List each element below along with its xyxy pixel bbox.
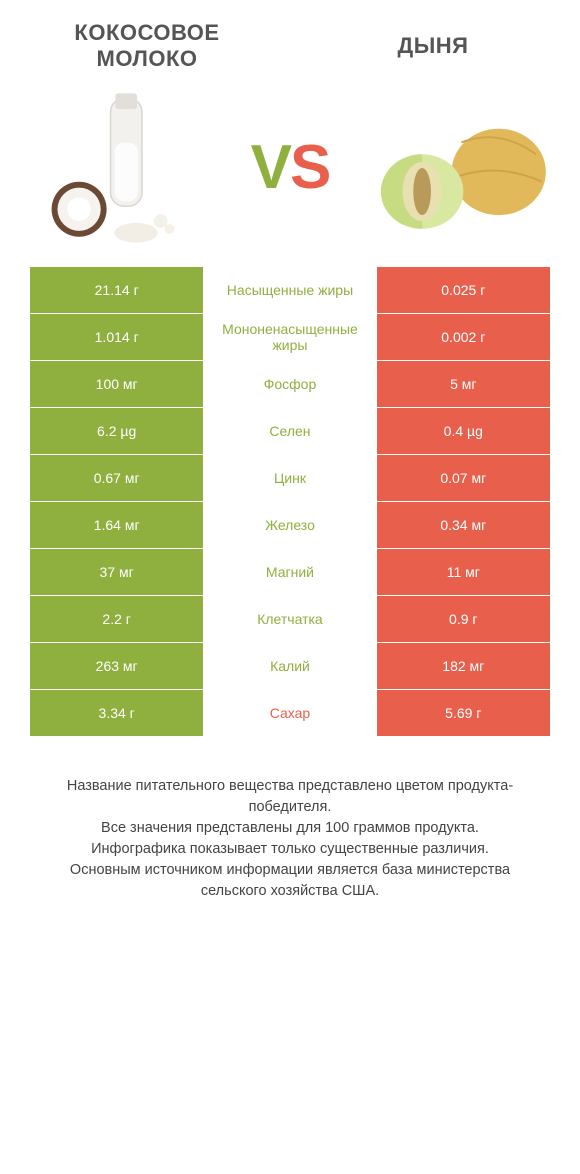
nutrient-label-cell: Насыщенные жиры (203, 267, 376, 313)
right-value-cell: 5.69 г (377, 690, 550, 736)
left-value-cell: 263 мг (30, 643, 203, 689)
left-value-cell: 3.34 г (30, 690, 203, 736)
table-row: 3.34 гСахар5.69 г (30, 690, 550, 736)
vs-s-letter: S (290, 133, 329, 202)
coconut-milk-image (30, 82, 207, 252)
left-value-cell: 2.2 г (30, 596, 203, 642)
table-row: 6.2 µgСелен0.4 µg (30, 408, 550, 454)
right-product-title: Дыня (316, 33, 550, 59)
vs-v-letter: V (251, 133, 290, 202)
footer-line-3: Инфографика показывает только существенн… (40, 839, 540, 860)
right-value-cell: 0.002 г (377, 314, 550, 360)
right-value-cell: 0.4 µg (377, 408, 550, 454)
table-row: 1.64 мгЖелезо0.34 мг (30, 502, 550, 548)
melon-image (373, 82, 550, 252)
table-row: 100 мгФосфор5 мг (30, 361, 550, 407)
table-row: 0.67 мгЦинк0.07 мг (30, 455, 550, 501)
right-value-cell: 5 мг (377, 361, 550, 407)
right-value-cell: 182 мг (377, 643, 550, 689)
nutrient-label-cell: Селен (203, 408, 376, 454)
footer-line-1: Название питательного вещества представл… (40, 776, 540, 818)
comparison-table: 21.14 гНасыщенные жиры0.025 г1.014 гМоно… (30, 267, 550, 736)
right-value-cell: 0.07 мг (377, 455, 550, 501)
table-row: 263 мгКалий182 мг (30, 643, 550, 689)
nutrient-label-cell: Клетчатка (203, 596, 376, 642)
footer-notes: Название питательного вещества представл… (30, 776, 550, 902)
nutrient-label-cell: Калий (203, 643, 376, 689)
table-row: 37 мгМагний11 мг (30, 549, 550, 595)
right-value-cell: 11 мг (377, 549, 550, 595)
nutrient-label-cell: Сахар (203, 690, 376, 736)
header-row: Кокосовое молоко Дыня (30, 20, 550, 72)
left-product-title: Кокосовое молоко (30, 20, 264, 72)
table-row: 21.14 гНасыщенные жиры0.025 г (30, 267, 550, 313)
left-value-cell: 6.2 µg (30, 408, 203, 454)
right-value-cell: 0.34 мг (377, 502, 550, 548)
images-row: VS (30, 82, 550, 252)
left-value-cell: 37 мг (30, 549, 203, 595)
right-value-cell: 0.9 г (377, 596, 550, 642)
left-value-cell: 0.67 мг (30, 455, 203, 501)
nutrient-label-cell: Железо (203, 502, 376, 548)
left-value-cell: 21.14 г (30, 267, 203, 313)
table-row: 2.2 гКлетчатка0.9 г (30, 596, 550, 642)
nutrient-label-cell: Магний (203, 549, 376, 595)
footer-line-4: Основным источником информации является … (40, 860, 540, 902)
vs-label: VS (251, 132, 330, 203)
left-value-cell: 1.64 мг (30, 502, 203, 548)
nutrient-label-cell: Мононенасыщенные жиры (203, 314, 376, 360)
nutrient-label-cell: Цинк (203, 455, 376, 501)
left-value-cell: 100 мг (30, 361, 203, 407)
right-value-cell: 0.025 г (377, 267, 550, 313)
footer-line-2: Все значения представлены для 100 граммо… (40, 818, 540, 839)
table-row: 1.014 гМононенасыщенные жиры0.002 г (30, 314, 550, 360)
left-value-cell: 1.014 г (30, 314, 203, 360)
nutrient-label-cell: Фосфор (203, 361, 376, 407)
